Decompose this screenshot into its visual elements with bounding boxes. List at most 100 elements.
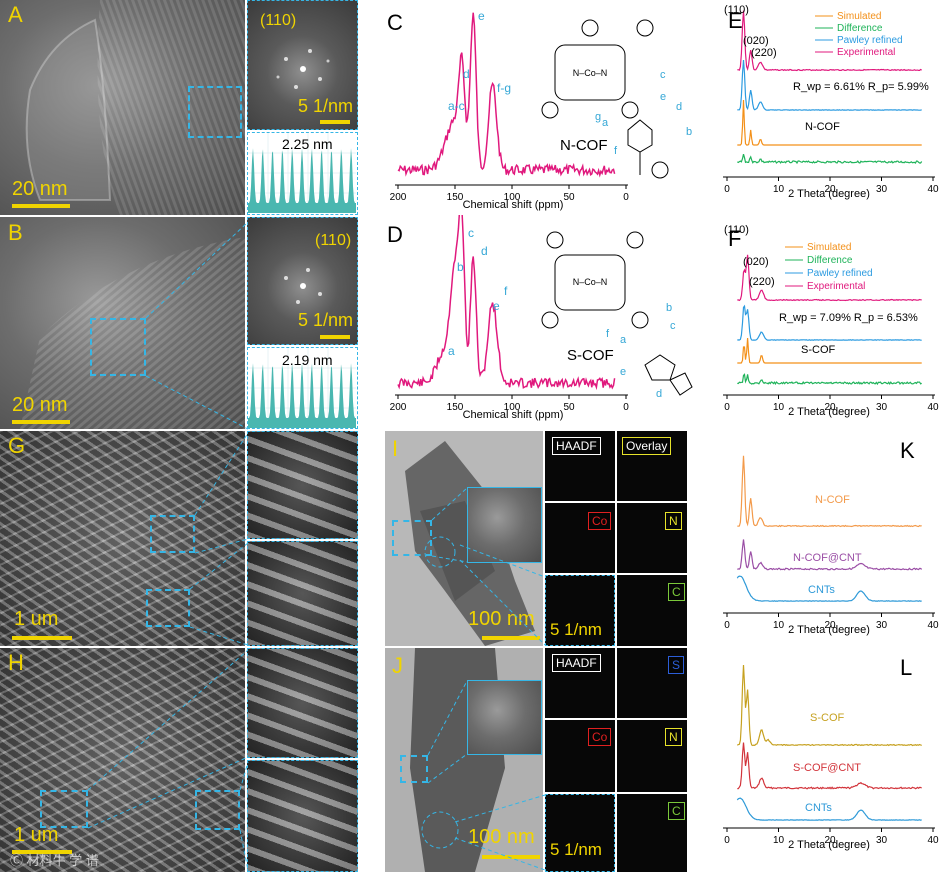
- panel-j-haadf-map: [545, 648, 615, 718]
- panel-h-letter: H: [8, 650, 24, 675]
- tick-label: 30: [876, 835, 888, 846]
- s-cof-structure: [541, 231, 693, 396]
- panel-h-scalebar: [12, 850, 72, 854]
- tick-label: 20: [824, 402, 836, 413]
- panel-i-letter: I: [392, 436, 399, 461]
- peak-label-c: c: [468, 226, 474, 240]
- panel-d-letter: D: [387, 222, 403, 247]
- panel-e-hkl-020: (020): [743, 35, 769, 47]
- panel-f-letter: F: [728, 226, 742, 251]
- panel-k-series-ncofcnt: N-COF@CNT: [793, 552, 862, 564]
- panel-h-zoom-region-1: [40, 790, 88, 828]
- panel-i-n-label: N: [665, 512, 682, 530]
- svg-text:Simulated: Simulated: [807, 242, 851, 253]
- panel-i-scalebar: [482, 636, 540, 640]
- svg-text:f: f: [614, 145, 618, 157]
- tick-label: 0: [724, 184, 730, 195]
- tick-label: 40: [927, 835, 939, 846]
- panel-j-s-map: [617, 648, 687, 718]
- panel-a-letter: A: [8, 2, 23, 27]
- panel-j-s-label: S: [668, 656, 685, 674]
- svg-text:Simulated: Simulated: [837, 11, 881, 22]
- panel-l-letter: L: [900, 655, 913, 680]
- panel-g-zoom-region-1: [150, 515, 195, 553]
- svg-text:Difference: Difference: [807, 255, 853, 266]
- panel-i-hrtem-inset: [467, 487, 542, 563]
- tick-label: 20: [824, 184, 836, 195]
- panel-i-saed: [545, 575, 615, 646]
- tick-label: 100: [504, 192, 521, 203]
- panel-g-letter: G: [8, 433, 26, 458]
- panel-a-scale-label: 20 nm: [12, 178, 68, 200]
- tick-label: 10: [773, 184, 785, 195]
- tick-label: 10: [773, 620, 785, 631]
- panel-j-scale-label: 100 nm: [468, 826, 535, 848]
- tick-label: 10: [773, 402, 785, 413]
- svg-text:c: c: [670, 320, 676, 332]
- panel-g-scalebar: [12, 636, 72, 640]
- tick-label: 20: [824, 835, 836, 846]
- n-cof-structure: [541, 19, 669, 179]
- svg-text:Pawley refined: Pawley refined: [807, 268, 873, 279]
- tick-label: 50: [563, 402, 575, 413]
- panel-i-co-label: Co: [588, 512, 612, 530]
- panel-a-scalebar: [12, 204, 70, 208]
- peak-label-e: e: [478, 9, 485, 23]
- panel-k-series-ncof: N-COF: [815, 494, 850, 506]
- panel-j-haadf-label: HAADF: [552, 654, 601, 672]
- peak-label-a-c: a-c: [448, 99, 465, 113]
- panel-j-letter: J: [392, 653, 403, 678]
- panel-l-series-scof: S-COF: [810, 712, 845, 724]
- tick-label: 20: [824, 620, 836, 631]
- peak-label-d: d: [463, 67, 470, 81]
- panel-l-xlabel: 2 Theta (degree): [788, 839, 870, 851]
- tick-label: 30: [876, 620, 888, 631]
- panel-j-n-map: [617, 720, 687, 792]
- panel-f-name: S-COF: [801, 344, 836, 356]
- panel-j-co-label: Co: [588, 728, 612, 746]
- panel-j-n-label: N: [665, 728, 682, 746]
- panel-h-zoom-1: [247, 648, 358, 758]
- panel-b-line-profile: [247, 347, 358, 429]
- tick-label: 0: [724, 620, 730, 631]
- panel-i-n-map: [617, 503, 687, 573]
- n-cof-name: N-COF: [560, 137, 608, 154]
- panel-j-zoom-region: [400, 755, 428, 783]
- panel-j-c-map: [617, 794, 687, 872]
- panel-e-xlabel: 2 Theta (degree): [788, 188, 870, 200]
- panel-e-hkl-220: (220): [751, 47, 777, 59]
- panel-b-fft-label: (110): [315, 232, 352, 249]
- panel-k-xrd-chart: 0 10 20 30 40 N-COF N-COF@CNT CNTs 2 Theta (…: [723, 455, 939, 636]
- panel-j-co-map: [545, 720, 615, 792]
- panel-d-nmr-chart: 200 150 100 50 0 Chemical shift (ppm) c d b …: [390, 215, 693, 421]
- svg-text:a: a: [620, 334, 627, 346]
- svg-text:e: e: [660, 91, 666, 103]
- panel-e-rwp: R_wp = 6.61% R_p= 5.99%: [793, 81, 929, 93]
- tick-label: 0: [623, 402, 629, 413]
- svg-text:e: e: [620, 366, 626, 378]
- tick-label: 40: [927, 402, 939, 413]
- svg-text:d: d: [656, 388, 662, 400]
- tick-label: 50: [563, 192, 575, 203]
- panel-b-scalebar: [12, 420, 70, 424]
- peak-label-d: d: [481, 244, 488, 258]
- panel-i-c-map: [617, 575, 687, 646]
- panel-e-hkl-110: (110): [724, 4, 749, 16]
- panel-a-fft: [247, 0, 358, 130]
- tick-label: 150: [447, 192, 464, 203]
- panel-g-zoom-2: [247, 541, 358, 646]
- panel-b-letter: B: [8, 220, 23, 245]
- panel-f-legend: Simulated Difference Pawley refined Expe…: [785, 242, 873, 292]
- panel-g-zoom-region-2: [146, 589, 190, 627]
- panel-l-series-cnt: CNTs: [805, 802, 832, 814]
- s-cof-metal: N–Co–N: [573, 277, 608, 287]
- panel-g-zoom-1: [247, 431, 358, 539]
- tick-label: 0: [623, 192, 629, 203]
- s-cof-name: S-COF: [567, 347, 614, 364]
- tick-label: 100: [504, 402, 521, 413]
- peak-label-b: b: [457, 260, 464, 274]
- svg-text:Difference: Difference: [837, 23, 883, 34]
- panel-f-xlabel: 2 Theta (degree): [788, 406, 870, 418]
- tick-label: 200: [390, 192, 407, 203]
- panel-j-hrtem-inset: [467, 680, 542, 755]
